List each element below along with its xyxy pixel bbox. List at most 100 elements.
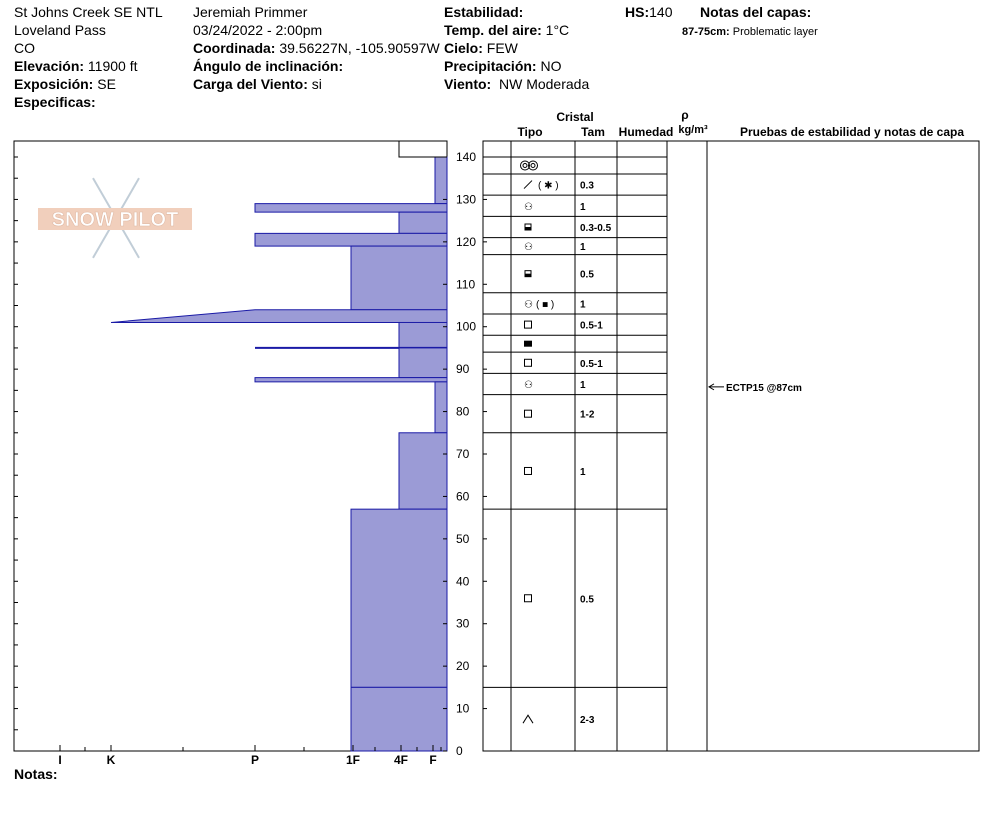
air-temp-row: Temp. del aire: 1°C (444, 22, 569, 38)
rounded-faceted-icon: ⚇ (524, 380, 533, 391)
hardness-tick-label: F (429, 753, 436, 767)
depth-tick-label: 20 (456, 659, 470, 673)
aspect-label: Exposición: (14, 76, 94, 92)
hardness-layer-12 (350, 508, 448, 688)
rounded-grains-icon (520, 160, 530, 171)
layer-size: 1 (580, 299, 586, 310)
density-symbol: ρ (681, 108, 688, 122)
rounded-grains-icon (522, 162, 528, 168)
coord-label: Coordinada: (193, 40, 276, 56)
hardness-layer-10 (434, 381, 448, 434)
precip-label: Precipitación: (444, 58, 537, 74)
layer-size: 0.5 (580, 594, 594, 605)
hardness-layer-4 (350, 245, 448, 311)
wind-value: NW Moderada (498, 76, 590, 92)
hardness-tick-label: 4F (394, 753, 408, 767)
layer-note-text: Problematic layer (732, 26, 818, 38)
hardness-tick-label: K (107, 753, 116, 767)
specifics-label: Especificas: (14, 94, 96, 110)
slope-label: Ángulo de inclinación: (193, 58, 344, 74)
layer-note: 87-75cm: Problematic layer (682, 24, 818, 40)
layer-size: 0.5 (580, 270, 594, 281)
depth-tick-label: 120 (456, 235, 476, 249)
hardness-tick-label: 1F (346, 753, 360, 767)
state: CO (14, 40, 35, 56)
depth-tick-label: 90 (456, 362, 470, 376)
rounded-faceted-icon: ⚇ (524, 242, 533, 253)
melt-freeze-crust-icon (524, 340, 532, 347)
density-unit: kg/m³ (678, 124, 708, 136)
stability-label: Estabilidad: (444, 4, 524, 20)
wind-load-label: Carga del Viento: (193, 76, 308, 92)
surface-marker (398, 141, 447, 158)
layer-size: 0.3-0.5 (580, 223, 612, 234)
depth-tick-label: 10 (456, 702, 470, 716)
hardness-tick-label: I (58, 753, 61, 767)
air-temp-value: 1°C (545, 22, 570, 38)
aspect-row: Exposición: SE (14, 76, 116, 92)
faceted-crystals-icon (524, 466, 532, 475)
rounded-faceted-mixed-icon: ⚇ (524, 299, 533, 310)
layer-size: 0.3 (580, 181, 594, 192)
notes-label: Notas: (14, 766, 58, 782)
depth-hoar-icon (522, 714, 534, 724)
depth-tick-label: 30 (456, 617, 470, 631)
layer-size: 0.5-1 (580, 321, 603, 332)
wind-load-value: si (311, 76, 322, 92)
tests-header: Pruebas de estabilidad y notas de capa (740, 125, 964, 139)
depth-tick-label: 60 (456, 489, 470, 503)
rounded-faceted-icon: ⚇ (524, 202, 533, 213)
size-header: Tam (581, 125, 605, 139)
hardness-layer-5 (110, 309, 448, 323)
snowpilot-logo: SNOW PILOT (38, 177, 192, 259)
hardness-tick-label: P (251, 753, 259, 767)
moisture-header: Humedad (619, 125, 674, 139)
elevation-label: Elevación: (14, 58, 85, 74)
sky-label: Cielo: (444, 40, 483, 56)
wind-label: Viento: (444, 76, 492, 92)
test-result: ECTP15 @87cm (726, 383, 802, 394)
hardness-layer-3 (254, 232, 448, 247)
wind-row: Viento: NW Moderada (444, 76, 589, 92)
layer-size: 2-3 (580, 715, 595, 726)
hardness-layer-9 (254, 377, 448, 383)
layer-size: 1 (580, 202, 586, 213)
elevation-value: 11900 ft (87, 58, 138, 74)
layer-note-range: 87-75cm: (682, 26, 730, 38)
datetime: 03/24/2022 - 2:00pm (193, 22, 323, 38)
depth-tick-label: 100 (456, 320, 476, 334)
sky-value: FEW (486, 40, 518, 56)
layer-table (482, 140, 980, 752)
hs-value: 140 (649, 4, 673, 20)
decomposing-fragments-icon: ( ✱ ) (538, 181, 559, 192)
layer-size: 1 (580, 380, 586, 391)
faceted-crystals-icon (524, 594, 532, 603)
rounded-grains-icon (528, 160, 538, 171)
depth-tick-label: 140 (456, 150, 476, 164)
depth-tick-label: 0 (456, 744, 463, 758)
rounded-grains-icon (530, 162, 536, 168)
logo-banner (38, 208, 192, 230)
depth-tick-label: 40 (456, 574, 470, 588)
hs-row: HS:140 (625, 4, 672, 20)
site-name: St Johns Creek SE NTL (14, 4, 163, 20)
hardness-layer-1 (254, 203, 448, 213)
hardness-layer-11 (398, 432, 448, 510)
crystal-header: Cristal (556, 110, 593, 124)
type-header: Tipo (517, 125, 542, 139)
precip-row: Precipitación: NO (444, 58, 561, 74)
hardness-layer-8 (398, 347, 448, 379)
depth-tick-label: 80 (456, 405, 470, 419)
layer-notes-label: Notas del capas: (700, 4, 812, 20)
faceted-crystals-icon (524, 409, 532, 418)
decomposing-fragments-icon (523, 180, 533, 189)
coord-row: Coordinada: 39.56227N, -105.90597W (193, 40, 440, 56)
faceted-crystals-icon (524, 358, 532, 367)
aspect-value: SE (97, 76, 116, 92)
air-temp-label: Temp. del aire: (444, 22, 542, 38)
pass-name: Loveland Pass (14, 22, 106, 38)
hardness-layer-0 (434, 156, 448, 205)
depth-tick-label: 110 (456, 277, 475, 291)
logo-text: SNOW PILOT (52, 209, 179, 231)
